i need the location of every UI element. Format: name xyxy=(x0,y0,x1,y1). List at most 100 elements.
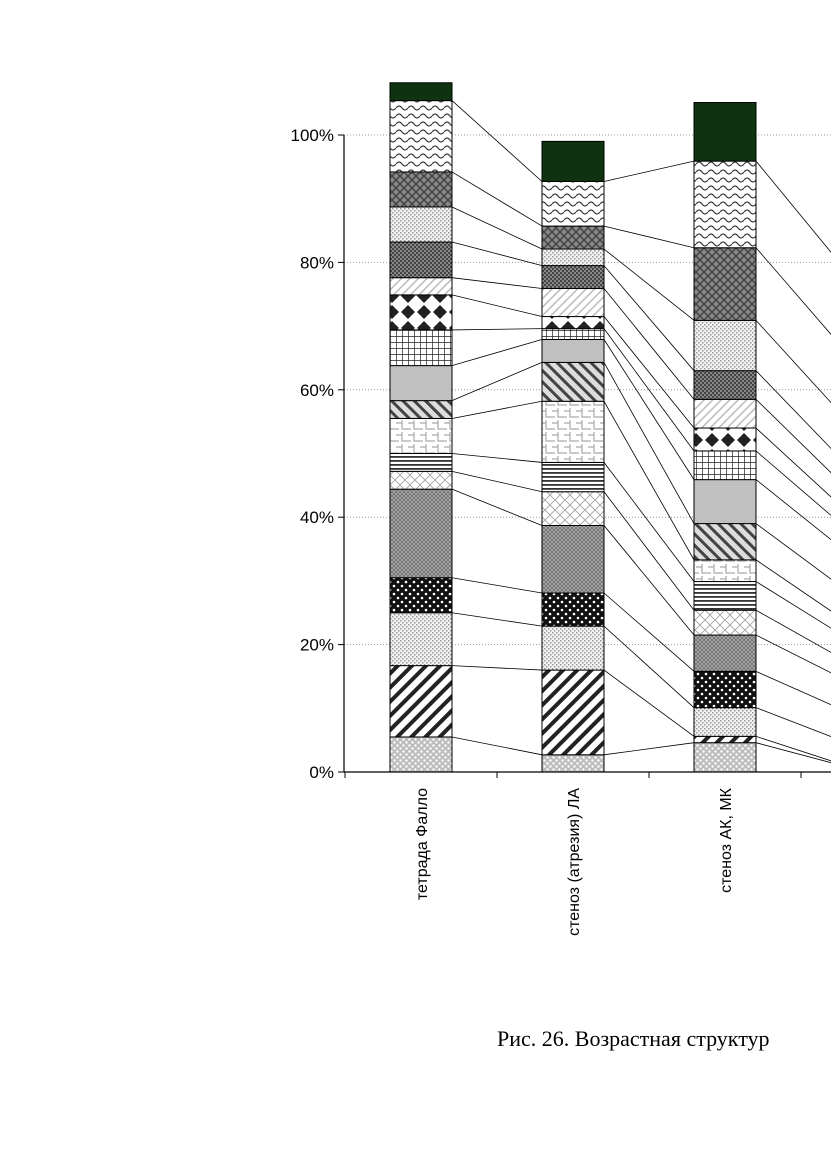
bar-segment xyxy=(693,634,757,672)
bar-segment xyxy=(693,479,757,525)
bar-segment xyxy=(693,370,757,400)
y-tick-label: 40% xyxy=(300,508,334,527)
series-connector xyxy=(451,294,543,317)
bar-segment xyxy=(541,524,605,594)
bar-segment xyxy=(541,265,605,290)
series-connector xyxy=(755,160,831,253)
bar-segment xyxy=(389,488,453,579)
bar-segment xyxy=(693,523,757,561)
series-connector xyxy=(603,248,695,321)
bar-segment xyxy=(541,328,605,340)
series-connector xyxy=(755,479,831,541)
bar-segment xyxy=(389,206,453,243)
series-connector xyxy=(451,100,543,182)
series-connector xyxy=(755,609,831,653)
bar-segment xyxy=(693,427,757,452)
series-connector xyxy=(603,625,695,708)
series-connector xyxy=(755,670,831,706)
category-label: стеноз (атрезия) ЛА xyxy=(566,788,583,936)
bar-segment xyxy=(541,625,605,671)
series-connector xyxy=(755,320,831,404)
series-connector xyxy=(451,665,543,671)
bar-segment xyxy=(389,365,453,402)
series-connector xyxy=(603,401,695,561)
bar-segment xyxy=(693,735,757,744)
bar-segment xyxy=(389,612,453,667)
series-connector xyxy=(451,488,543,526)
bar-segment xyxy=(693,742,757,773)
bar-segment xyxy=(389,294,453,331)
series-connector xyxy=(451,206,543,250)
category-label: тетрада Фалло xyxy=(414,788,431,900)
series-connector xyxy=(755,581,831,629)
bar-segment xyxy=(541,248,605,267)
bar-segment xyxy=(541,400,605,463)
series-connector xyxy=(603,592,695,672)
series-connector xyxy=(755,399,831,474)
bar-segment xyxy=(389,171,453,208)
series-connector xyxy=(603,265,695,371)
bar-segment xyxy=(389,277,453,296)
bar-segment xyxy=(541,754,605,773)
series-connector xyxy=(451,328,543,331)
series-connector xyxy=(603,328,695,452)
bar-segment xyxy=(693,670,757,709)
series-connector xyxy=(603,742,695,756)
series-connector xyxy=(451,612,543,627)
series-connector xyxy=(451,171,543,227)
y-tick-label: 20% xyxy=(300,636,334,655)
bar-segment xyxy=(389,329,453,367)
series-connector xyxy=(451,736,543,756)
bar-segment xyxy=(389,241,453,279)
series-connector xyxy=(755,427,831,498)
series-connector xyxy=(755,742,831,764)
bar-segment xyxy=(541,316,605,330)
category-label: стеноз АК, МК xyxy=(718,787,735,893)
bar-segment xyxy=(541,181,605,227)
series-connector xyxy=(603,462,695,582)
series-connector xyxy=(603,669,695,737)
series-connector xyxy=(603,491,695,611)
bar-segment xyxy=(693,707,757,737)
series-connector xyxy=(755,634,831,674)
y-tick-label: 80% xyxy=(300,253,334,272)
bar-segment xyxy=(693,102,757,162)
bar-segment xyxy=(389,82,453,102)
bar-segment xyxy=(541,140,605,183)
bar-segment xyxy=(541,461,605,493)
series-connector xyxy=(451,577,543,594)
bar-segment xyxy=(389,736,453,773)
bar-segment xyxy=(541,491,605,526)
bar-segment xyxy=(541,669,605,756)
series-connector xyxy=(451,339,543,366)
series-connector xyxy=(755,450,831,516)
series-connector xyxy=(755,247,831,336)
bar-segment xyxy=(389,400,453,419)
series-connector xyxy=(451,241,543,266)
bar-segment xyxy=(693,609,757,636)
bar-segment xyxy=(693,398,757,429)
bar-segment xyxy=(389,453,453,472)
bar-segment xyxy=(693,247,757,321)
bar-segment xyxy=(389,417,453,454)
figure-caption: Рис. 26. Возрастная структур xyxy=(497,1026,770,1051)
bar-segment xyxy=(389,665,453,738)
bar-segment xyxy=(389,577,453,614)
series-connector xyxy=(603,525,695,636)
bar-segment xyxy=(389,100,453,173)
series-connector xyxy=(603,362,695,524)
bar-segment xyxy=(693,581,757,611)
y-tick-label: 100% xyxy=(291,126,334,145)
series-connector xyxy=(755,707,831,737)
series-connector xyxy=(755,523,831,580)
bar-segment xyxy=(541,225,605,250)
bar-segment xyxy=(541,592,605,627)
series-connector xyxy=(451,470,543,493)
series-connector xyxy=(755,559,831,612)
series-connector xyxy=(603,160,695,182)
series-connector xyxy=(603,339,695,480)
bar-segment xyxy=(541,361,605,402)
series-connector xyxy=(451,453,543,463)
series-connector xyxy=(603,316,695,429)
